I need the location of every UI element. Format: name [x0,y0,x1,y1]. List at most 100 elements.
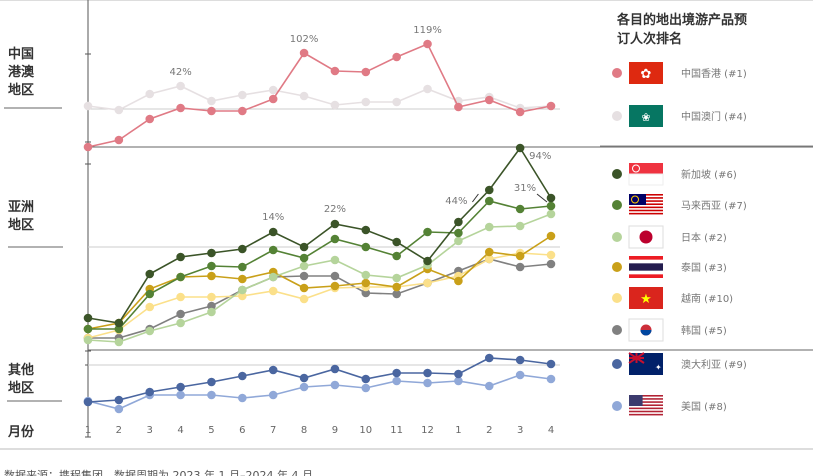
legend-swatch [612,325,622,335]
data-point [330,380,340,390]
x-tick-label: 3 [147,425,153,436]
legend-swatch [612,359,622,369]
data-point [392,368,401,378]
flag-part [629,395,643,406]
x-tick-label: 10 [359,425,372,436]
data-point [330,281,340,291]
data-point [207,261,216,271]
data-point [299,253,309,263]
data-point [361,97,371,107]
data-point [454,276,463,286]
data-point [176,318,185,328]
data-point [361,225,371,235]
data-point [515,204,525,214]
hong-kong-flag: ✿ [629,62,663,84]
legend-swatch [612,293,622,303]
x-axis-label: 月份 [7,424,35,440]
data-point [330,255,340,265]
legend-swatch [612,262,622,272]
data-point [423,278,432,288]
flag-part [629,206,663,209]
flag-part [629,194,646,205]
data-point [207,248,216,258]
data-point [299,373,309,383]
legend-swatch [612,232,622,242]
data-point [515,355,525,365]
legend-label: 中国香港 (#1) [681,67,747,80]
malaysia-flag [629,194,663,215]
data-point [268,245,278,255]
data-point [515,143,525,153]
data-point [238,291,247,301]
data-point [207,301,216,311]
data-point [299,242,309,252]
annotation-arrow [536,193,548,203]
data-point [454,228,463,238]
legend-swatch [612,200,622,210]
data-point [392,97,401,107]
data-point [423,378,432,388]
data-point [423,84,432,94]
data-point [83,313,93,323]
legend-label: 泰国 (#3) [681,261,727,274]
x-tick-label: 4 [548,425,554,436]
annotation-label: 22% [324,204,346,215]
series-malaysia [83,196,556,334]
x-tick-label: 3 [517,425,523,436]
data-point [238,285,247,295]
legend-item: 马来西亚 (#7) [612,194,747,215]
data-point [330,364,340,374]
data-point [361,278,371,288]
data-point [268,272,278,282]
data-point [207,96,216,106]
series-line [87,235,552,330]
data-point [299,48,309,58]
data-point [361,383,371,393]
crescent-icon [632,164,640,173]
data-point [546,374,556,384]
data-point [484,185,494,195]
flag-part [629,401,663,403]
data-point [145,326,155,336]
thailand-flag [629,256,663,278]
annotation-label: 94% [529,151,551,162]
macau-flag: ❀ [629,105,663,127]
data-point [238,106,247,116]
flag-part [629,287,663,309]
x-tick-label: 8 [301,425,307,436]
legend-item: ★ 越南 (#10) [612,287,733,309]
data-point [176,382,185,392]
bauhinia-icon: ✿ [641,67,652,82]
data-point [207,390,216,400]
data-point [392,289,401,299]
data-point [484,353,494,363]
data-point [515,107,525,117]
vietnam-flag: ★ [629,287,663,309]
data-point [238,371,247,381]
legend-item: ✦ 澳大利亚 (#9) [612,352,747,375]
x-tick-label: 6 [239,425,245,436]
data-point [454,369,463,379]
series-line [88,200,552,330]
flag-part [629,62,663,84]
flag-part [629,404,663,406]
data-point [361,288,371,298]
x-tick-label: 2 [116,425,122,436]
singapore-flag [628,163,664,186]
data-point [454,236,463,246]
data-point [546,193,556,203]
data-point [392,251,401,261]
data-point [361,242,371,252]
legend-label: 越南 (#10) [681,292,733,305]
japan-flag [628,225,664,249]
flag-part [629,163,663,174]
data-point [423,256,432,266]
data-point [207,271,216,281]
data-point [176,272,185,282]
data-point [238,274,247,284]
flag-part [629,212,663,215]
series-line [87,357,552,403]
legend: ✿ 中国香港 (#1) ❀ 中国澳门 (#4) 新加坡 (#6) 马来西亚 (#7) 日本 … [600,62,813,416]
data-point [238,393,247,403]
